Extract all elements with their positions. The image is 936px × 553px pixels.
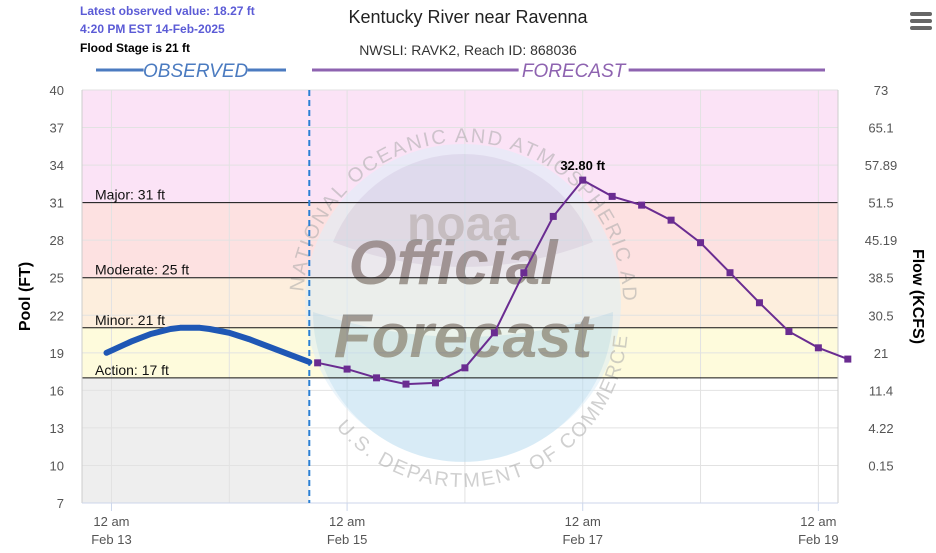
y-tick-label: 25 xyxy=(50,271,64,286)
y2-tick-label: 57.89 xyxy=(865,158,898,173)
forecast-point xyxy=(755,299,763,307)
flood-stage-text: Flood Stage is 21 ft xyxy=(80,41,191,55)
forecast-section-label: FORECAST xyxy=(522,61,627,82)
x-tick-label-time: 12 am xyxy=(800,514,836,529)
y2-tick-label: 30.5 xyxy=(868,308,893,323)
y-axis-title: Pool (FT) xyxy=(17,262,34,331)
observed-label-bg xyxy=(143,60,248,80)
y-tick-label: 34 xyxy=(50,158,64,173)
noaa-seal-wave xyxy=(313,312,613,462)
y-tick-label: 37 xyxy=(50,121,64,136)
x-tick-label-date: Feb 13 xyxy=(91,532,131,547)
noaa-logo-text: noaa xyxy=(407,198,519,251)
y2-tick-label: 21 xyxy=(874,346,888,361)
y2-tick-label: 0.15 xyxy=(868,458,893,473)
chart-title: Kentucky River near Ravenna xyxy=(348,7,588,27)
forecast-point xyxy=(343,365,351,373)
threshold-label: Minor: 21 ft xyxy=(95,312,165,328)
forecast-point xyxy=(844,355,852,363)
forecast-point xyxy=(490,329,498,337)
band-low-observed xyxy=(82,377,310,503)
x-tick-label-date: Feb 17 xyxy=(562,532,602,547)
x-tick-label-time: 12 am xyxy=(329,514,365,529)
y-tick-label: 13 xyxy=(50,421,64,436)
forecast-point xyxy=(314,359,322,367)
latest-observed-time: 4:20 PM EST 14-Feb-2025 xyxy=(80,22,225,36)
forecast-point xyxy=(608,192,616,200)
x-tick-label-time: 12 am xyxy=(565,514,601,529)
y-tick-label: 7 xyxy=(57,496,64,511)
threshold-label: Major: 31 ft xyxy=(95,187,165,203)
forecast-point xyxy=(785,328,793,336)
forecast-point xyxy=(520,269,528,277)
y-tick-label: 28 xyxy=(50,233,64,248)
forecast-point xyxy=(579,176,587,184)
x-tick-label-date: Feb 19 xyxy=(798,532,838,547)
x-tick-label-date: Feb 15 xyxy=(327,532,367,547)
y-tick-label: 22 xyxy=(50,308,64,323)
threshold-label: Moderate: 25 ft xyxy=(95,262,189,278)
y2-tick-label: 38.5 xyxy=(868,271,893,286)
latest-observed-value: Latest observed value: 18.27 ft xyxy=(80,4,255,18)
x-tick-label-time: 12 am xyxy=(93,514,129,529)
forecast-point xyxy=(549,212,557,220)
y2-tick-label: 73 xyxy=(874,83,888,98)
forecast-point xyxy=(667,216,675,224)
threshold-label: Action: 17 ft xyxy=(95,362,169,378)
forecast-point xyxy=(402,380,410,388)
forecast-label-bg xyxy=(518,60,629,80)
y-tick-label: 16 xyxy=(50,383,64,398)
forecast-point xyxy=(726,269,734,277)
y2-tick-label: 51.5 xyxy=(868,196,893,211)
y2-tick-label: 45.19 xyxy=(865,233,898,248)
watermark-official: Official xyxy=(348,229,559,298)
forecast-point xyxy=(431,379,439,387)
y-tick-label: 40 xyxy=(50,83,64,98)
forecast-point xyxy=(697,239,705,247)
hamburger-menu-icon[interactable] xyxy=(910,12,932,32)
y-tick-label: 31 xyxy=(50,196,64,211)
watermark-forecast: Forecast xyxy=(334,302,595,371)
peak-data-label: 32.80 ft xyxy=(560,158,605,173)
y2-tick-label: 65.1 xyxy=(868,121,893,136)
y2-tick-label: 4.22 xyxy=(868,421,893,436)
forecast-point xyxy=(373,374,381,382)
y-tick-label: 19 xyxy=(50,346,64,361)
forecast-point xyxy=(461,364,469,372)
chart-subtitle: NWSLI: RAVK2, Reach ID: 868036 xyxy=(359,42,577,58)
y-tick-label: 10 xyxy=(50,458,64,473)
noaa-seal-bird xyxy=(333,153,593,267)
observed-section-label: OBSERVED xyxy=(143,61,249,82)
y2-axis-title: Flow (KCFS) xyxy=(909,249,926,344)
y2-tick-label: 11.4 xyxy=(869,383,893,398)
forecast-point xyxy=(638,201,646,209)
forecast-point xyxy=(814,344,822,352)
observed-series-line xyxy=(103,324,313,365)
